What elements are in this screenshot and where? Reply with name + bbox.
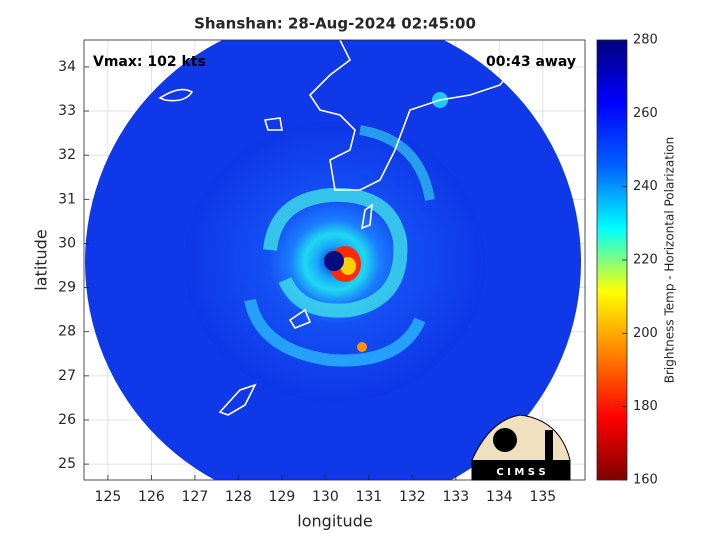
logo-dish <box>493 428 517 452</box>
y-tick-label: 30 <box>58 235 76 251</box>
x-tick-label: 129 <box>269 489 296 505</box>
y-tick-label: 28 <box>58 324 76 340</box>
x-tick-label: 133 <box>442 489 469 505</box>
eyewall-core <box>340 257 356 275</box>
logo-band <box>472 460 570 480</box>
y-tick-label: 33 <box>58 103 76 119</box>
y-tick-label: 32 <box>58 147 76 163</box>
axes-frame <box>83 39 586 481</box>
x-tick-label: 125 <box>95 489 122 505</box>
colorbar-tick-label: 280 <box>633 33 658 48</box>
coastline <box>263 117 283 131</box>
x-tick-label: 134 <box>486 489 513 505</box>
y-tick-label: 31 <box>58 191 76 207</box>
x-axis-label: longitude <box>297 512 372 531</box>
coastline <box>360 203 373 230</box>
rain-band <box>263 187 408 318</box>
y-tick-label: 34 <box>58 59 76 75</box>
title: Shanshan: 28-Aug-2024 02:45:00 <box>194 15 476 33</box>
logo-text: C I M S S <box>496 467 545 478</box>
x-tick-label: 128 <box>225 489 252 505</box>
y-tick-label: 27 <box>58 368 76 384</box>
rain-band <box>359 125 435 201</box>
x-tick-label: 126 <box>138 489 165 505</box>
colorbar-tick-label: 180 <box>633 399 658 414</box>
x-tick-label: 131 <box>355 489 382 505</box>
logo-tower <box>545 430 553 460</box>
rain-band <box>244 298 426 367</box>
convective-cell <box>357 342 367 352</box>
x-tick-label: 130 <box>312 489 339 505</box>
y-tick-label: 25 <box>58 456 76 472</box>
colorbar-tick-label: 240 <box>633 179 658 194</box>
colorbar-tick-label: 200 <box>633 326 658 341</box>
colorbar-tick-label: 220 <box>633 253 658 268</box>
annotation: Vmax: 102 kts <box>93 54 206 70</box>
x-tick-label: 127 <box>182 489 209 505</box>
y-axis-label: latitude <box>32 229 51 290</box>
imagery <box>85 40 585 480</box>
coastline <box>288 308 312 329</box>
annotation: 00:43 away <box>486 54 576 70</box>
y-tick-label: 26 <box>58 412 76 428</box>
coastline <box>308 40 585 191</box>
x-tick-label: 135 <box>529 489 556 505</box>
x-tick-label: 132 <box>399 489 426 505</box>
coastline <box>218 383 257 416</box>
coastline <box>158 88 194 102</box>
eye <box>324 251 344 271</box>
colorbar-tick-label: 160 <box>633 473 658 488</box>
y-tick-label: 29 <box>58 280 76 296</box>
colorbar-tick-label: 260 <box>633 106 658 121</box>
colorbar-label: Brightness Temp - Horizontal Polarizatio… <box>663 137 677 384</box>
cimss-logo: C I M S S <box>471 414 571 481</box>
